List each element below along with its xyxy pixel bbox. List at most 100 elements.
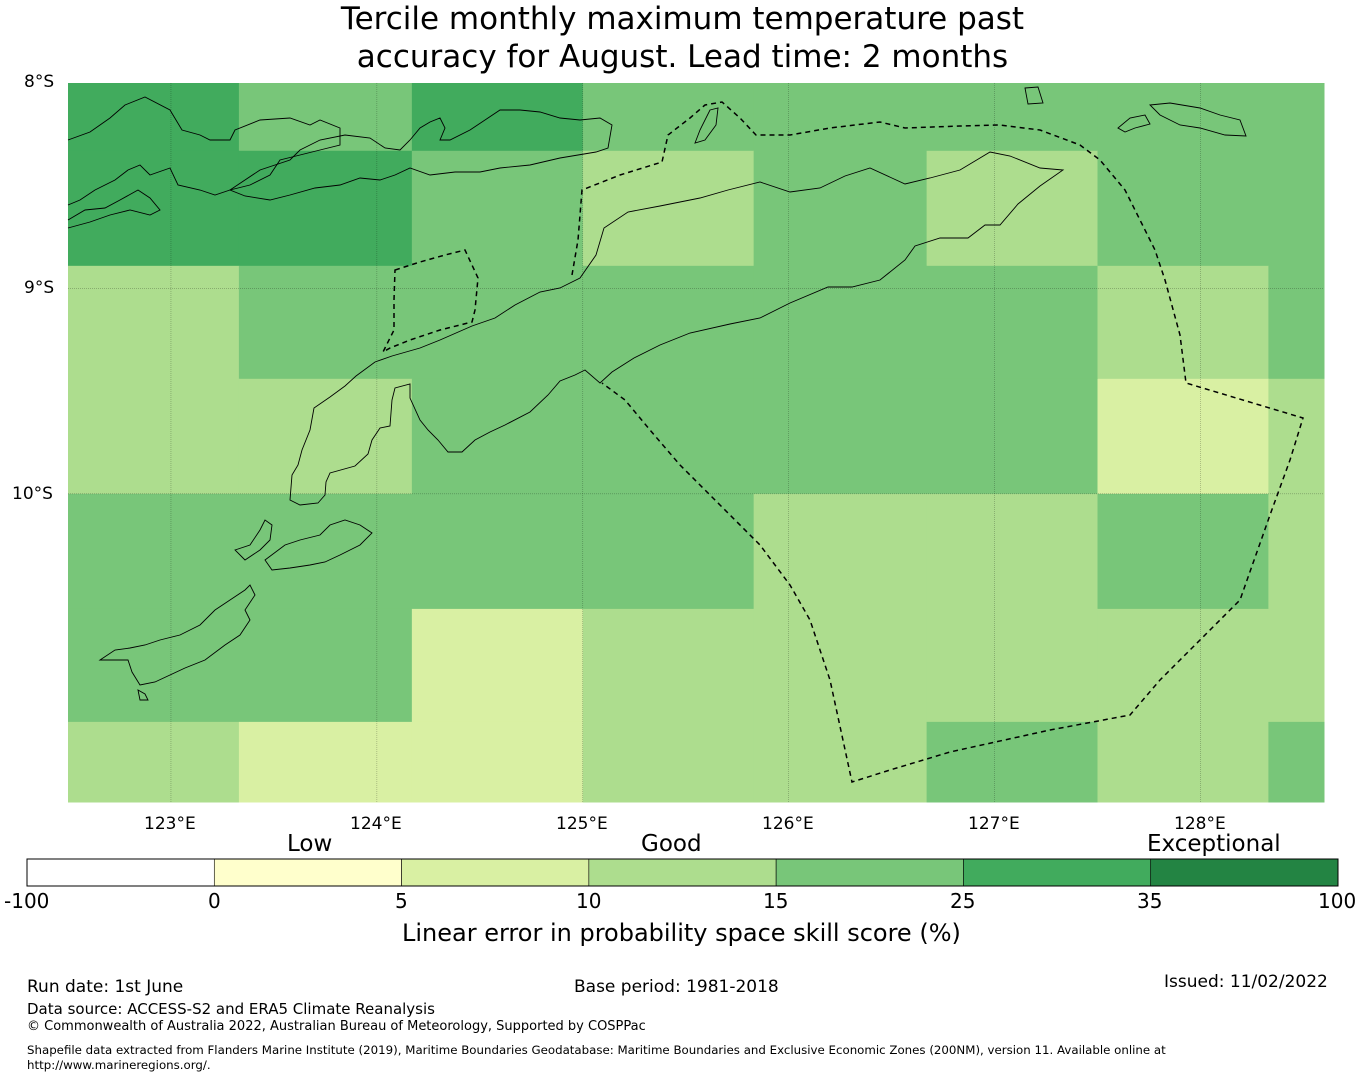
colorbar-segment (588, 858, 777, 887)
grid-cell (926, 378, 1099, 495)
grid-cell (1268, 721, 1325, 803)
grid-cell (926, 150, 1099, 267)
coastline-island-4 (137, 689, 149, 701)
lon-label-126e: 126°E (762, 814, 814, 834)
grid-cell (411, 493, 584, 610)
grid-cell (582, 608, 755, 723)
title-line-2: accuracy for August. Lead time: 2 months (356, 39, 1009, 75)
grid-cell (926, 721, 1099, 803)
grid-cell (1097, 721, 1269, 803)
grid-cell (68, 150, 240, 267)
colorbar-segment (775, 858, 964, 887)
grid-cell (68, 378, 240, 495)
grid-cell (68, 493, 240, 610)
grid-cell (1268, 83, 1325, 152)
grid-cell (1268, 608, 1325, 723)
grid-cell (1097, 608, 1269, 723)
shapefile-credit-line-2: http://www.marineregions.org/. (27, 1058, 211, 1072)
colorbar-tick: 15 (763, 889, 789, 913)
grid-cell (68, 608, 240, 723)
data-source: Data source: ACCESS-S2 and ERA5 Climate … (27, 1000, 435, 1018)
boundary-oecusse (381, 249, 479, 354)
base-period: Base period: 1981-2018 (574, 977, 779, 997)
grid-cell (1268, 265, 1325, 380)
grid-cell (926, 493, 1099, 610)
lon-label-127e: 127°E (968, 814, 1020, 834)
title-line-1: Tercile monthly maximum temperature past (340, 1, 1025, 37)
grid-cell (238, 378, 413, 495)
coastline-island-3 (1024, 86, 1044, 105)
coastline-pantar (67, 189, 161, 229)
grid-cell (238, 608, 413, 723)
lon-label-123e: 123°E (144, 814, 196, 834)
coastlines (67, 86, 1247, 701)
coastline-timor (289, 151, 1065, 506)
issued-date: Issued: 11/02/2022 (1164, 972, 1328, 992)
grid-cell (411, 265, 584, 380)
grid-cell (1097, 378, 1269, 495)
grid-cell (753, 265, 928, 380)
grid-cell (753, 721, 928, 803)
colorbar-tick: 0 (208, 889, 221, 913)
colorbar-frame (26, 858, 1339, 887)
grid-cell (753, 378, 928, 495)
colorbar-segment (401, 858, 590, 887)
colorbar-axis-label: Linear error in probability space skill … (402, 919, 961, 947)
lat-label-10s: 10°S (12, 484, 53, 504)
copyright: © Commonwealth of Australia 2022, Austra… (27, 1019, 646, 1034)
grid-cell (753, 83, 928, 152)
grid-cell (68, 265, 240, 380)
grid-cell (411, 150, 584, 267)
coastline-island-2 (1117, 114, 1151, 133)
category-exceptional: Exceptional (1147, 831, 1281, 857)
grid-cell (1268, 378, 1325, 495)
grid-cell (926, 608, 1099, 723)
grid-cell (238, 150, 413, 267)
grid-cell (582, 265, 755, 380)
grid-cell (238, 83, 413, 152)
coastline-flores (229, 109, 613, 201)
grid-cell (411, 608, 584, 723)
grid-cell (753, 493, 928, 610)
grid-cell (1097, 83, 1269, 152)
run-date: Run date: 1st June (27, 977, 184, 997)
grid-cell (1268, 493, 1325, 610)
grid-cell (1268, 150, 1325, 267)
colorbar-tick: 25 (950, 889, 976, 913)
category-low: Low (287, 831, 333, 857)
colorbar-tick: -100 (4, 889, 50, 913)
grid-cell (238, 721, 413, 803)
colorbar-tick: 10 (576, 889, 602, 913)
grid-cell (753, 608, 928, 723)
grid-cell (582, 493, 755, 610)
grid-cell (582, 378, 755, 495)
lon-label-124e: 124°E (350, 814, 402, 834)
maritime-boundaries (381, 101, 1304, 783)
grid-cell (582, 83, 755, 152)
colorbar-tick: 35 (1137, 889, 1163, 913)
colorbar (26, 858, 1339, 887)
skill-grid (68, 83, 1325, 803)
lon-label-128e: 128°E (1174, 814, 1226, 834)
lat-label-9s: 9°S (24, 278, 55, 298)
colorbar-segment (26, 858, 215, 887)
coastline-alor (67, 96, 341, 206)
shapefile-credit-line-1: Shapefile data extracted from Flanders M… (27, 1043, 1166, 1057)
category-good: Good (641, 831, 702, 857)
graticule (68, 83, 1324, 802)
coastline-savu-2 (264, 519, 373, 571)
grid-cell (926, 83, 1099, 152)
coastline-atauro (694, 107, 719, 144)
grid-cell (411, 721, 584, 803)
grid-cell (238, 265, 413, 380)
grid-cell (68, 83, 240, 152)
grid-cell (411, 378, 584, 495)
coastline-wetar (1149, 102, 1247, 137)
grid-cell (238, 493, 413, 610)
colorbar-tick: 100 (1318, 889, 1357, 913)
lat-label-8s: 8°S (24, 72, 55, 92)
grid-cell (1097, 493, 1269, 610)
grid-cell (753, 150, 928, 267)
coastline-savu (234, 519, 273, 561)
